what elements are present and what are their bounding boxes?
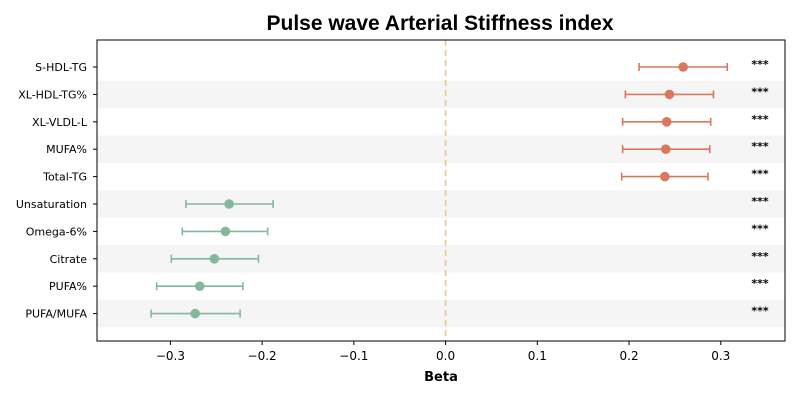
- beta-point: [660, 144, 671, 154]
- beta-point: [224, 199, 234, 209]
- beta-point: [660, 171, 670, 182]
- beta-point: [209, 253, 220, 264]
- y-tick-label: Total-TG: [42, 171, 87, 184]
- y-tick-label: S-HDL-TG: [35, 61, 87, 74]
- beta-point: [190, 308, 200, 319]
- data-rows: S-HDL-TG *** XL-HDL-TG% *** XL-VLDL-L *** MUFA…: [16, 58, 769, 321]
- plot-frame: [96, 39, 786, 342]
- significance-label: ***: [751, 277, 769, 290]
- y-tick-label: PUFA/MUFA: [25, 308, 87, 321]
- significance-label: ***: [751, 113, 769, 126]
- beta-point: [220, 226, 231, 237]
- beta-point: [664, 89, 675, 100]
- significance-label: ***: [751, 222, 769, 235]
- x-tick-label: 0.1: [528, 349, 547, 363]
- chart-title: Pulse wave Arterial Stiffness index: [266, 12, 613, 35]
- x-tick-label: 0.2: [620, 349, 639, 363]
- x-tick-label: 0.3: [711, 349, 730, 363]
- x-axis-label: Beta: [424, 370, 458, 385]
- significance-label: ***: [751, 140, 769, 153]
- significance-label: ***: [751, 85, 769, 98]
- x-tick-label: −0.1: [339, 349, 368, 363]
- y-tick-label: MUFA%: [46, 143, 87, 156]
- significance-label: ***: [751, 250, 769, 263]
- significance-label: ***: [751, 305, 769, 318]
- beta-point: [678, 62, 688, 72]
- significance-label: ***: [751, 58, 769, 71]
- significance-label: ***: [751, 195, 769, 208]
- significance-label: ***: [751, 168, 769, 181]
- y-tick-label: XL-VLDL-L: [32, 116, 88, 129]
- y-tick-label: PUFA%: [49, 280, 87, 293]
- y-tick-label: XL-HDL-TG%: [18, 88, 87, 101]
- x-tick-label: 0.0: [436, 349, 455, 363]
- beta-point: [194, 281, 205, 292]
- x-tick-label: −0.2: [248, 349, 277, 363]
- y-tick-label: Citrate: [50, 253, 88, 266]
- x-axis-ticks: −0.3 −0.2 −0.1 0.0 0.1 0.2 0.3: [156, 341, 730, 363]
- y-tick-label: Omega-6%: [26, 225, 87, 238]
- beta-point: [661, 117, 672, 127]
- x-tick-label: −0.3: [156, 349, 185, 363]
- axes: [96, 39, 786, 342]
- y-tick-label: Unsaturation: [16, 198, 87, 211]
